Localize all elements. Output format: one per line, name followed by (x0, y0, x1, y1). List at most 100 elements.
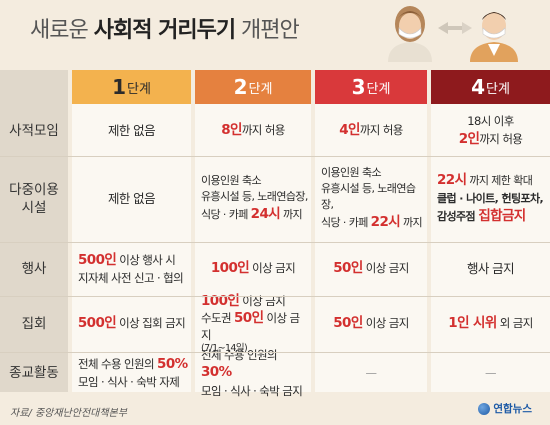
row-label-rally: 집회 (21, 315, 47, 332)
s1-event-cell: 500인 이상 행사 시 지자체 사전 신고 · 협의 (72, 244, 191, 294)
row-label-religion: 종교활동 (9, 364, 59, 381)
s3-facility-line1: 이용인원 축소 (321, 166, 382, 180)
s4-facility-cell: 22시 까지 제한 확대 클럽 · 나이트, 헌팅포차, 감성주점 집합금지 (431, 158, 550, 240)
stage-1-number: 1 (112, 75, 126, 99)
s4-private-red: 2인 (458, 130, 480, 147)
s2-rally-line2-red: 50인 (234, 310, 264, 327)
s2-facility-line3-post: 까지 (280, 208, 303, 222)
s1-event-red: 500인 (78, 251, 117, 268)
s1-religion-red: 50% (157, 355, 188, 372)
row-label-facility-line2: 시설 (21, 200, 47, 216)
stage-4-number: 4 (471, 75, 485, 99)
s2-facility-line3-pre: 식당 · 카페 (201, 208, 251, 222)
s3-private-cell: 4인까지 허용 (315, 108, 427, 154)
row-divider (0, 156, 550, 157)
s3-facility-cell: 이용인원 축소 유흥시설 등, 노래연습장, 식당 · 카페 22시 까지 (315, 158, 427, 240)
infographic-title: 새로운 사회적 거리두기 개편안 (30, 12, 300, 44)
stage-4-column: 4 단계 18시 이후 2인까지 허용 22시 까지 제한 확대 클럽 · 나이트… (431, 70, 550, 392)
stage-1-header: 1 단계 (72, 70, 191, 104)
stage-3-column: 3 단계 4인까지 허용 이용인원 축소 유흥시설 등, 노래연습장, 식당 · … (315, 70, 427, 392)
row-divider (0, 352, 550, 353)
s4-private-rest: 까지 허용 (479, 131, 523, 146)
s2-religion-pre: 전체 수용 인원의 (201, 347, 278, 362)
s1-rally-cell: 500인 이상 집회 금지 (72, 298, 191, 350)
masked-people-illustration (388, 6, 518, 62)
s3-event-cell: 50인 이상 금지 (315, 244, 427, 294)
s2-rally-cell: 100인 이상 금지 수도권 50인 이상 금지 (7/1~14일) (195, 293, 311, 354)
title-suffix: 개편안 (235, 18, 300, 43)
stage-1-column: 1 단계 제한 없음 제한 없음 500인 이상 행사 시 지자체 사전 신고 ·… (72, 70, 191, 392)
s4-facility-line3-red: 집합금지 (478, 207, 526, 224)
row-label-event: 행사 (21, 260, 47, 277)
s4-facility-line1-post: 까지 제한 확대 (466, 174, 533, 188)
yonhap-logo: 연합뉴스 (478, 401, 532, 416)
s3-rally-red: 50인 (333, 315, 363, 332)
s4-rally-rest: 외 금지 (496, 316, 534, 331)
s4-facility-line2: 클럽 · 나이트, 헌팅포차, (437, 192, 544, 206)
stage-3-header: 3 단계 (315, 70, 427, 104)
s2-facility-line2: 유흥시설 등, 노래연습장, (201, 190, 308, 204)
stage-2-column: 2 단계 8인까지 허용 이용인원 축소 유흥시설 등, 노래연습장, 식당 · … (195, 70, 311, 398)
stage-table: 사적모임 다중이용 시설 행사 집회 종교활동 1 단계 제한 없음 제한 없음 … (0, 70, 550, 398)
stage-4-unit: 단계 (486, 81, 510, 97)
row-labels-column: 사적모임 다중이용 시설 행사 집회 종교활동 (0, 70, 68, 392)
s1-event-line2: 지자체 사전 신고 · 협의 (78, 271, 184, 286)
s1-private-cell: 제한 없음 (108, 122, 156, 138)
row-label-facility: 다중이용 시설 (0, 158, 68, 240)
s1-facility-cell: 제한 없음 (108, 190, 156, 206)
s4-event-cell: 행사 금지 (467, 260, 515, 276)
stage-1-unit: 단계 (127, 81, 151, 97)
stage-3-unit: 단계 (366, 81, 391, 97)
s3-facility-line2: 유흥시설 등, 노래연습장, (321, 182, 416, 212)
s2-facility-cell: 이용인원 축소 유흥시설 등, 노래연습장, 식당 · 카페 24시 까지 (195, 158, 311, 240)
s2-religion-cell: 전체 수용 인원의 30% 모임 · 식사 · 숙박 금지 (195, 348, 311, 398)
s2-religion-line2: 모임 · 식사 · 숙박 금지 (201, 383, 303, 398)
s4-rally-red: 1인 시위 (448, 315, 497, 332)
s2-event-cell: 100인 이상 금지 (195, 244, 311, 294)
s3-event-red: 50인 (333, 260, 363, 277)
s2-rally-line1-rest: 이상 금지 (239, 293, 286, 308)
s3-rally-cell: 50인 이상 금지 (315, 298, 427, 350)
s2-event-rest: 이상 금지 (249, 261, 296, 276)
stage-2-number: 2 (233, 75, 248, 99)
s2-facility-line1: 이용인원 축소 (201, 174, 262, 188)
row-divider (0, 242, 550, 243)
s4-private-cell: 18시 이후 2인까지 허용 (431, 108, 550, 154)
woman-with-mask-icon (388, 6, 432, 62)
s1-religion-pre: 전체 수용 인원의 (78, 356, 158, 371)
s3-private-rest: 까지 허용 (359, 123, 404, 138)
s4-facility-line1-red: 22시 (437, 172, 467, 189)
s4-rally-cell: 1인 시위 외 금지 (431, 298, 550, 350)
row-label-private: 사적모임 (9, 122, 59, 139)
s2-religion-red: 30% (201, 364, 232, 381)
s2-rally-line3: (7/1~14일) (201, 342, 248, 354)
s2-private-red: 8인 (221, 122, 242, 139)
s2-rally-line2-rest: 이상 금지 (201, 311, 300, 342)
title-bold: 사회적 거리두기 (93, 18, 236, 43)
source-note: 자료/ 중앙재난안전대책본부 (10, 408, 127, 419)
stage-2-unit: 단계 (248, 81, 273, 97)
logo-text: 연합뉴스 (493, 403, 532, 415)
s2-rally-line2-pre: 수도권 (201, 311, 234, 326)
s3-rally-rest: 이상 금지 (362, 316, 410, 331)
s1-religion-line2: 모임 · 식사 · 숙박 자제 (78, 375, 180, 390)
s2-facility-line3-red: 24시 (250, 206, 281, 223)
s4-private-line1: 18시 이후 (467, 113, 514, 128)
title-prefix: 새로운 (30, 18, 94, 43)
s4-facility-line3-pre: 감성주점 (437, 209, 479, 223)
s3-facility-line3-red: 22시 (370, 214, 401, 231)
s1-event-line1: 이상 행사 시 (116, 252, 176, 267)
s1-rally-rest: 이상 집회 금지 (116, 316, 186, 331)
row-label-facility-line1: 다중이용 (9, 181, 59, 198)
s2-event-red: 100인 (210, 260, 250, 277)
row-divider (0, 296, 550, 297)
stage-4-header: 4 단계 (431, 70, 550, 104)
s2-private-rest: 까지 허용 (241, 123, 286, 138)
s1-rally-red: 500인 (77, 315, 117, 332)
man-with-mask-icon (470, 12, 518, 62)
s2-private-cell: 8인까지 허용 (195, 108, 311, 154)
stage-3-number: 3 (351, 75, 366, 99)
distance-arrows-icon (438, 22, 472, 34)
s3-private-red: 4인 (339, 122, 360, 139)
s1-religion-cell: 전체 수용 인원의 50% 모임 · 식사 · 숙박 자제 (72, 354, 191, 392)
